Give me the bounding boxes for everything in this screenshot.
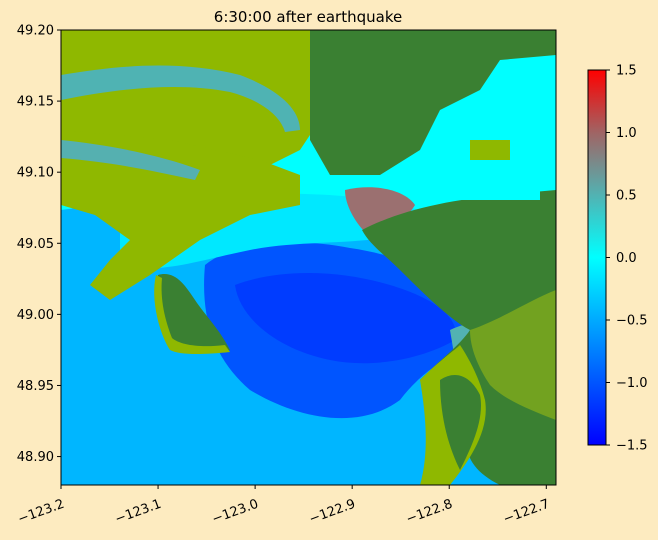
land-south-dark — [440, 375, 481, 470]
land-peninsula-edge — [154, 275, 230, 355]
y-tick-label: 49.00 — [17, 308, 54, 323]
plot-area — [61, 30, 556, 485]
y-tick-label: 48.95 — [17, 379, 54, 394]
colorbar-tick-label: 0.5 — [616, 189, 637, 204]
land-peninsula — [158, 274, 230, 352]
colorbar-tick-label: 1.5 — [616, 64, 637, 79]
river-mouth — [61, 140, 200, 180]
x-tick-label: −123.1 — [113, 497, 163, 528]
x-axis: −123.2 −123.1 −123.0 −122.9 −122.8 −122.7 — [16, 485, 552, 527]
y-tick-label: 49.20 — [17, 24, 54, 39]
colorbar-tick-label: 0.0 — [616, 251, 637, 266]
land-east-lower — [362, 190, 556, 485]
colorbar-tick-label: 1.0 — [616, 126, 637, 141]
wave-trough-core — [235, 272, 456, 364]
x-tick-label: −122.8 — [404, 497, 454, 528]
x-tick-label: −122.7 — [501, 497, 551, 528]
land-east — [310, 30, 556, 175]
river-channel — [61, 65, 300, 132]
lake-patch — [462, 110, 522, 135]
y-tick-label: 48.90 — [17, 450, 54, 465]
colorbar-tick-label: −1.0 — [616, 376, 648, 391]
x-tick-label: −123.2 — [16, 497, 66, 528]
x-tick-label: −122.9 — [307, 497, 357, 528]
lake-patch — [440, 160, 540, 200]
colorbar-tick-label: −1.5 — [616, 439, 648, 454]
y-tick-label: 49.15 — [17, 95, 54, 110]
chart-title: 6:30:00 after earthquake — [214, 8, 402, 26]
y-axis: 48.90 48.95 49.00 49.05 49.10 49.15 49.20 — [17, 24, 61, 465]
y-tick-label: 49.10 — [17, 166, 54, 181]
colorbar-ticks: −1.5 −1.0 −0.5 0.0 0.5 1.0 1.5 — [606, 64, 648, 454]
plot-frame — [60, 29, 557, 486]
lake-patch — [505, 60, 545, 100]
colorbar-tick-label: −0.5 — [616, 314, 648, 329]
y-tick-label: 49.05 — [17, 237, 54, 252]
colorbar-gradient — [588, 70, 606, 445]
lake-patch — [470, 140, 510, 160]
x-tick-label: −123.0 — [210, 497, 260, 528]
land-east-olive — [470, 290, 556, 420]
land-delta — [61, 130, 300, 300]
colorbar: −1.5 −1.0 −0.5 0.0 0.5 1.0 1.5 — [587, 64, 648, 454]
